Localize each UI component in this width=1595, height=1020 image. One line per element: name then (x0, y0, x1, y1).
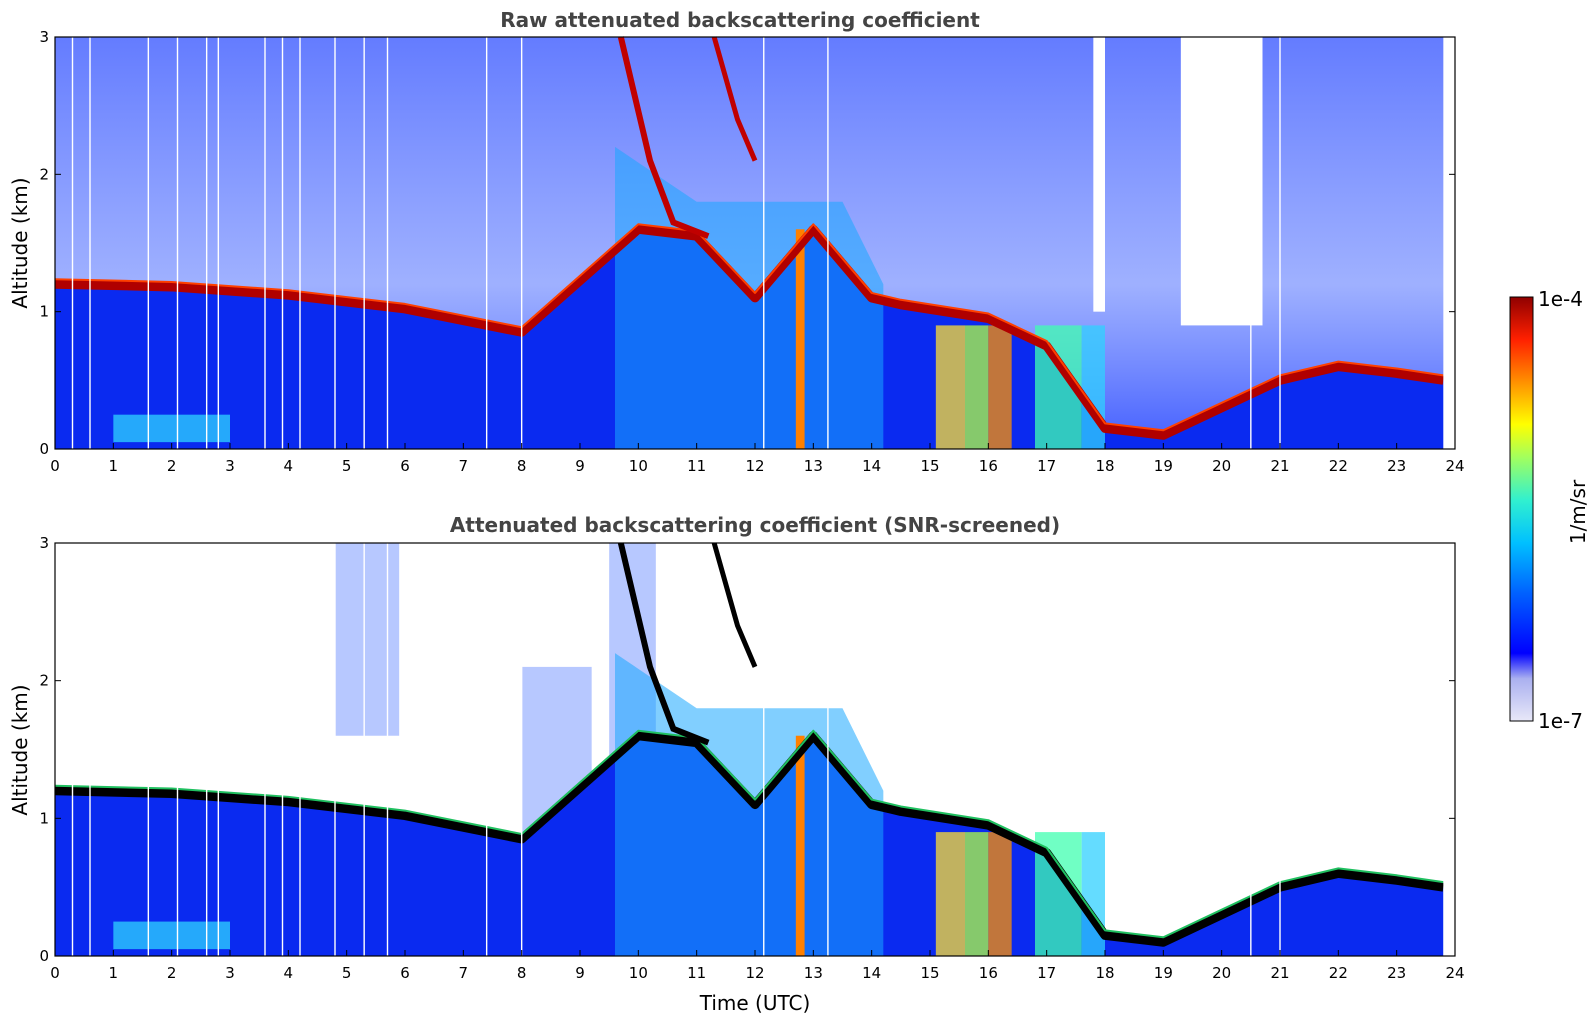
x-tick-label: 11 (687, 457, 706, 475)
colorbar-max-label: 1e-4 (1538, 287, 1583, 311)
x-tick-label: 18 (1095, 457, 1114, 475)
y-tick-label: 2 (39, 672, 49, 690)
x-tick-label: 10 (629, 457, 648, 475)
precip-column (935, 832, 965, 956)
x-tick-label: 8 (517, 457, 527, 475)
colorbar-unit-label: 1/m/sr (1566, 479, 1590, 544)
y-tick-label: 0 (39, 947, 49, 965)
x-tick-label: 2 (167, 457, 177, 475)
x-tick-label: 12 (745, 457, 764, 475)
y-tick-label: 1 (39, 303, 49, 321)
x-tick-label: 9 (575, 964, 585, 982)
x-tick-label: 6 (400, 457, 410, 475)
elevated-cloud (617, 36, 710, 239)
x-tick-label: 16 (979, 457, 998, 475)
x-tick-label: 3 (225, 964, 235, 982)
x-tick-label: 15 (920, 964, 939, 982)
precip-column (988, 325, 1012, 449)
heatmap-area (54, 36, 1455, 449)
x-tick-label: 23 (1387, 964, 1406, 982)
x-tick-label: 24 (1445, 964, 1464, 982)
cloud-layer-line (54, 731, 1444, 947)
x-tick-label: 13 (804, 964, 823, 982)
x-tick-label: 16 (979, 964, 998, 982)
x-tick-label: 19 (1154, 457, 1173, 475)
cloud-layer-edge (54, 729, 1444, 939)
x-tick-label: 0 (50, 964, 60, 982)
x-tick-label: 21 (1270, 964, 1289, 982)
raw-backscatter-panel: Raw attenuated backscattering coefficien… (8, 8, 1465, 475)
panel-title: Attenuated backscattering coefficient (S… (450, 513, 1060, 537)
x-tick-label: 6 (400, 964, 410, 982)
x-tick-label: 18 (1095, 964, 1114, 982)
x-tick-label: 15 (920, 457, 939, 475)
panel-title: Raw attenuated backscattering coefficien… (500, 8, 980, 32)
x-tick-label: 19 (1154, 964, 1173, 982)
x-tick-label: 20 (1212, 457, 1231, 475)
noise-patch (335, 543, 400, 736)
heatmap-area (54, 542, 1455, 956)
y-axis-label: Altitude (km) (8, 684, 32, 815)
y-tick-label: 2 (39, 165, 49, 183)
precip-column (795, 735, 805, 956)
precip-column (988, 832, 1012, 956)
x-tick-label: 21 (1270, 457, 1289, 475)
x-tick-label: 22 (1329, 457, 1348, 475)
x-tick-label: 5 (342, 457, 352, 475)
elevated-cloud (711, 542, 758, 668)
colorbar-min-label: 1e-7 (1538, 709, 1583, 733)
x-tick-label: 14 (862, 964, 881, 982)
x-tick-label: 0 (50, 457, 60, 475)
x-tick-label: 17 (1037, 964, 1056, 982)
axis-ticks: 0 1 2 3 4 5 6 7 8 9 10 11 12 13 14 15 16 17 18 19 20 21 22 23 24… (39, 28, 1464, 475)
x-tick-label: 4 (284, 964, 294, 982)
snr-screened-panel: Attenuated backscattering coefficient (S… (8, 513, 1465, 1015)
x-tick-label: 3 (225, 457, 235, 475)
precip-column (965, 325, 989, 449)
x-tick-label: 17 (1037, 457, 1056, 475)
y-tick-label: 3 (39, 534, 49, 552)
x-tick-label: 5 (342, 964, 352, 982)
precip-column (965, 832, 989, 956)
y-tick-label: 0 (39, 440, 49, 458)
precip-column (795, 229, 805, 449)
x-tick-label: 1 (109, 457, 119, 475)
clear-region (1180, 37, 1263, 326)
y-axis-label: Altitude (km) (8, 177, 32, 308)
cloud-layer-edge (54, 223, 1444, 432)
clear-region (1093, 37, 1105, 312)
x-tick-label: 12 (745, 964, 764, 982)
axis-ticks: 0 1 2 3 4 5 6 7 8 9 10 11 12 13 14 15 16 17 18 19 20 21 22 23 24… (39, 534, 1464, 982)
cloud-layer-line (54, 224, 1444, 440)
x-tick-label: 4 (284, 457, 294, 475)
elevated-cloud (617, 542, 710, 746)
x-tick-label: 8 (517, 964, 527, 982)
no-data-region (1443, 543, 1455, 956)
x-tick-label: 24 (1445, 457, 1464, 475)
precip-column (935, 325, 965, 449)
x-tick-label: 23 (1387, 457, 1406, 475)
x-tick-label: 7 (459, 457, 469, 475)
surface-layer (113, 921, 230, 950)
surface-layer (113, 414, 230, 443)
x-tick-label: 22 (1329, 964, 1348, 982)
elevated-cloud (711, 36, 758, 162)
x-tick-label: 10 (629, 964, 648, 982)
x-tick-label: 13 (804, 457, 823, 475)
x-tick-label: 20 (1212, 964, 1231, 982)
no-data-region (1443, 37, 1455, 449)
x-tick-label: 2 (167, 964, 177, 982)
y-tick-label: 3 (39, 28, 49, 46)
x-axis-label: Time (UTC) (699, 991, 811, 1015)
x-tick-label: 14 (862, 457, 881, 475)
colorbar-gradient (1509, 296, 1534, 722)
x-tick-label: 11 (687, 964, 706, 982)
x-tick-label: 9 (575, 457, 585, 475)
x-tick-label: 1 (109, 964, 119, 982)
y-tick-label: 1 (39, 809, 49, 827)
x-tick-label: 7 (459, 964, 469, 982)
colorbar: 1e-4 1e-7 1/m/sr (1509, 287, 1590, 733)
